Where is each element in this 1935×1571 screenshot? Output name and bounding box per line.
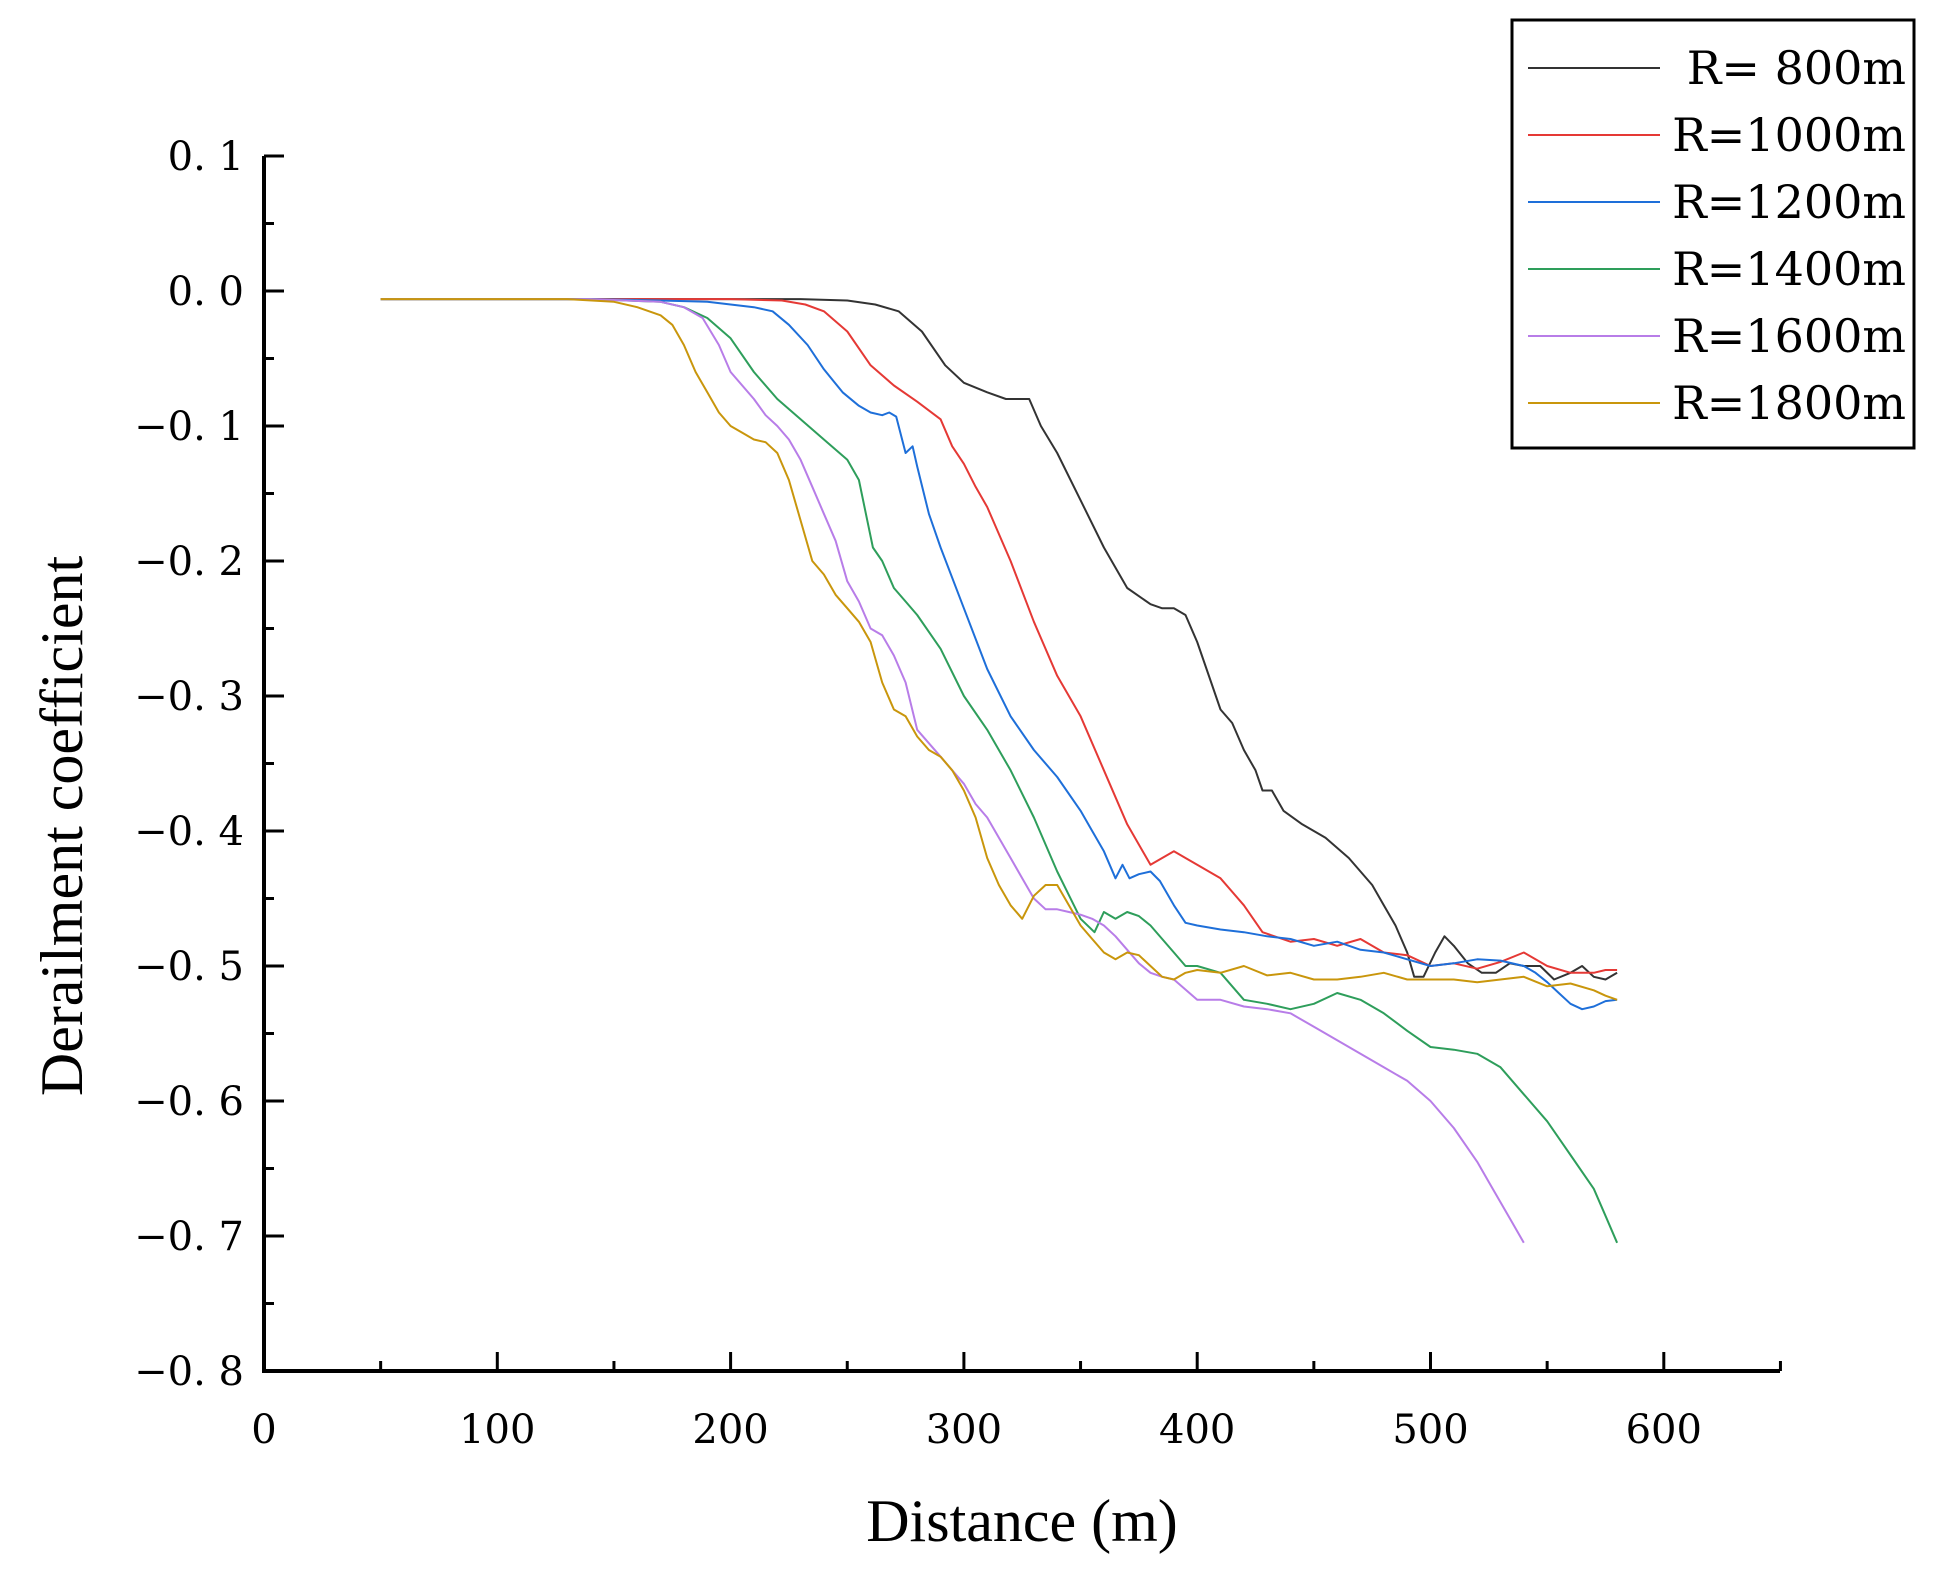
series-line-1 bbox=[380, 298, 1618, 974]
y-tick-label: 0. 0 bbox=[168, 269, 244, 315]
legend-label-3: R=1400m bbox=[1672, 242, 1906, 296]
y-tick-label: −0. 3 bbox=[134, 674, 244, 720]
series-line-2 bbox=[380, 298, 1618, 1011]
x-tick-label: 200 bbox=[692, 1407, 768, 1453]
series-line-4 bbox=[380, 298, 1525, 1244]
series-line-3 bbox=[380, 298, 1619, 1244]
y-tick-label: −0. 2 bbox=[134, 539, 244, 585]
x-tick-label: 600 bbox=[1626, 1407, 1702, 1453]
y-tick-label: −0. 8 bbox=[134, 1349, 244, 1395]
y-axis-title: Derailment coefficient bbox=[29, 556, 95, 1097]
series-line-5 bbox=[380, 298, 1618, 1001]
legend-label-2: R=1200m bbox=[1672, 175, 1906, 229]
x-axis-title: Distance (m) bbox=[866, 1488, 1178, 1554]
y-tick-label: −0. 4 bbox=[134, 809, 244, 855]
x-tick-label: 300 bbox=[926, 1407, 1002, 1453]
x-tick-label: 100 bbox=[459, 1407, 535, 1453]
x-tick-label: 400 bbox=[1159, 1407, 1235, 1453]
legend-label-4: R=1600m bbox=[1672, 309, 1906, 363]
series-line-0 bbox=[380, 298, 1618, 981]
legend-label-5: R=1800m bbox=[1672, 376, 1906, 430]
x-tick-label: 500 bbox=[1392, 1407, 1468, 1453]
y-tick-label: −0. 7 bbox=[134, 1214, 244, 1260]
y-tick-label: −0. 6 bbox=[134, 1079, 244, 1125]
x-tick-label: 0 bbox=[251, 1407, 276, 1453]
legend-box bbox=[1510, 18, 1916, 450]
y-tick-label: 0. 1 bbox=[168, 134, 244, 180]
series-lines bbox=[380, 298, 1619, 1244]
legend-label-1: R=1000m bbox=[1672, 108, 1906, 162]
y-tick-label: −0. 1 bbox=[134, 404, 244, 450]
y-tick-label: −0. 5 bbox=[134, 944, 244, 990]
legend-label-0: R= 800m bbox=[1687, 41, 1906, 95]
x-ticks: 0 100 200 300 400 500 600 bbox=[251, 1352, 1782, 1453]
legend: R= 800m R=1000m R=1200m R=1400m R=1600m R=180… bbox=[1510, 18, 1916, 450]
y-ticks: 0. 1 0. 0 −0. 1 −0. 2 −0. 3 −0. 4 −0. 5 −0. 6 −0… bbox=[134, 134, 284, 1395]
